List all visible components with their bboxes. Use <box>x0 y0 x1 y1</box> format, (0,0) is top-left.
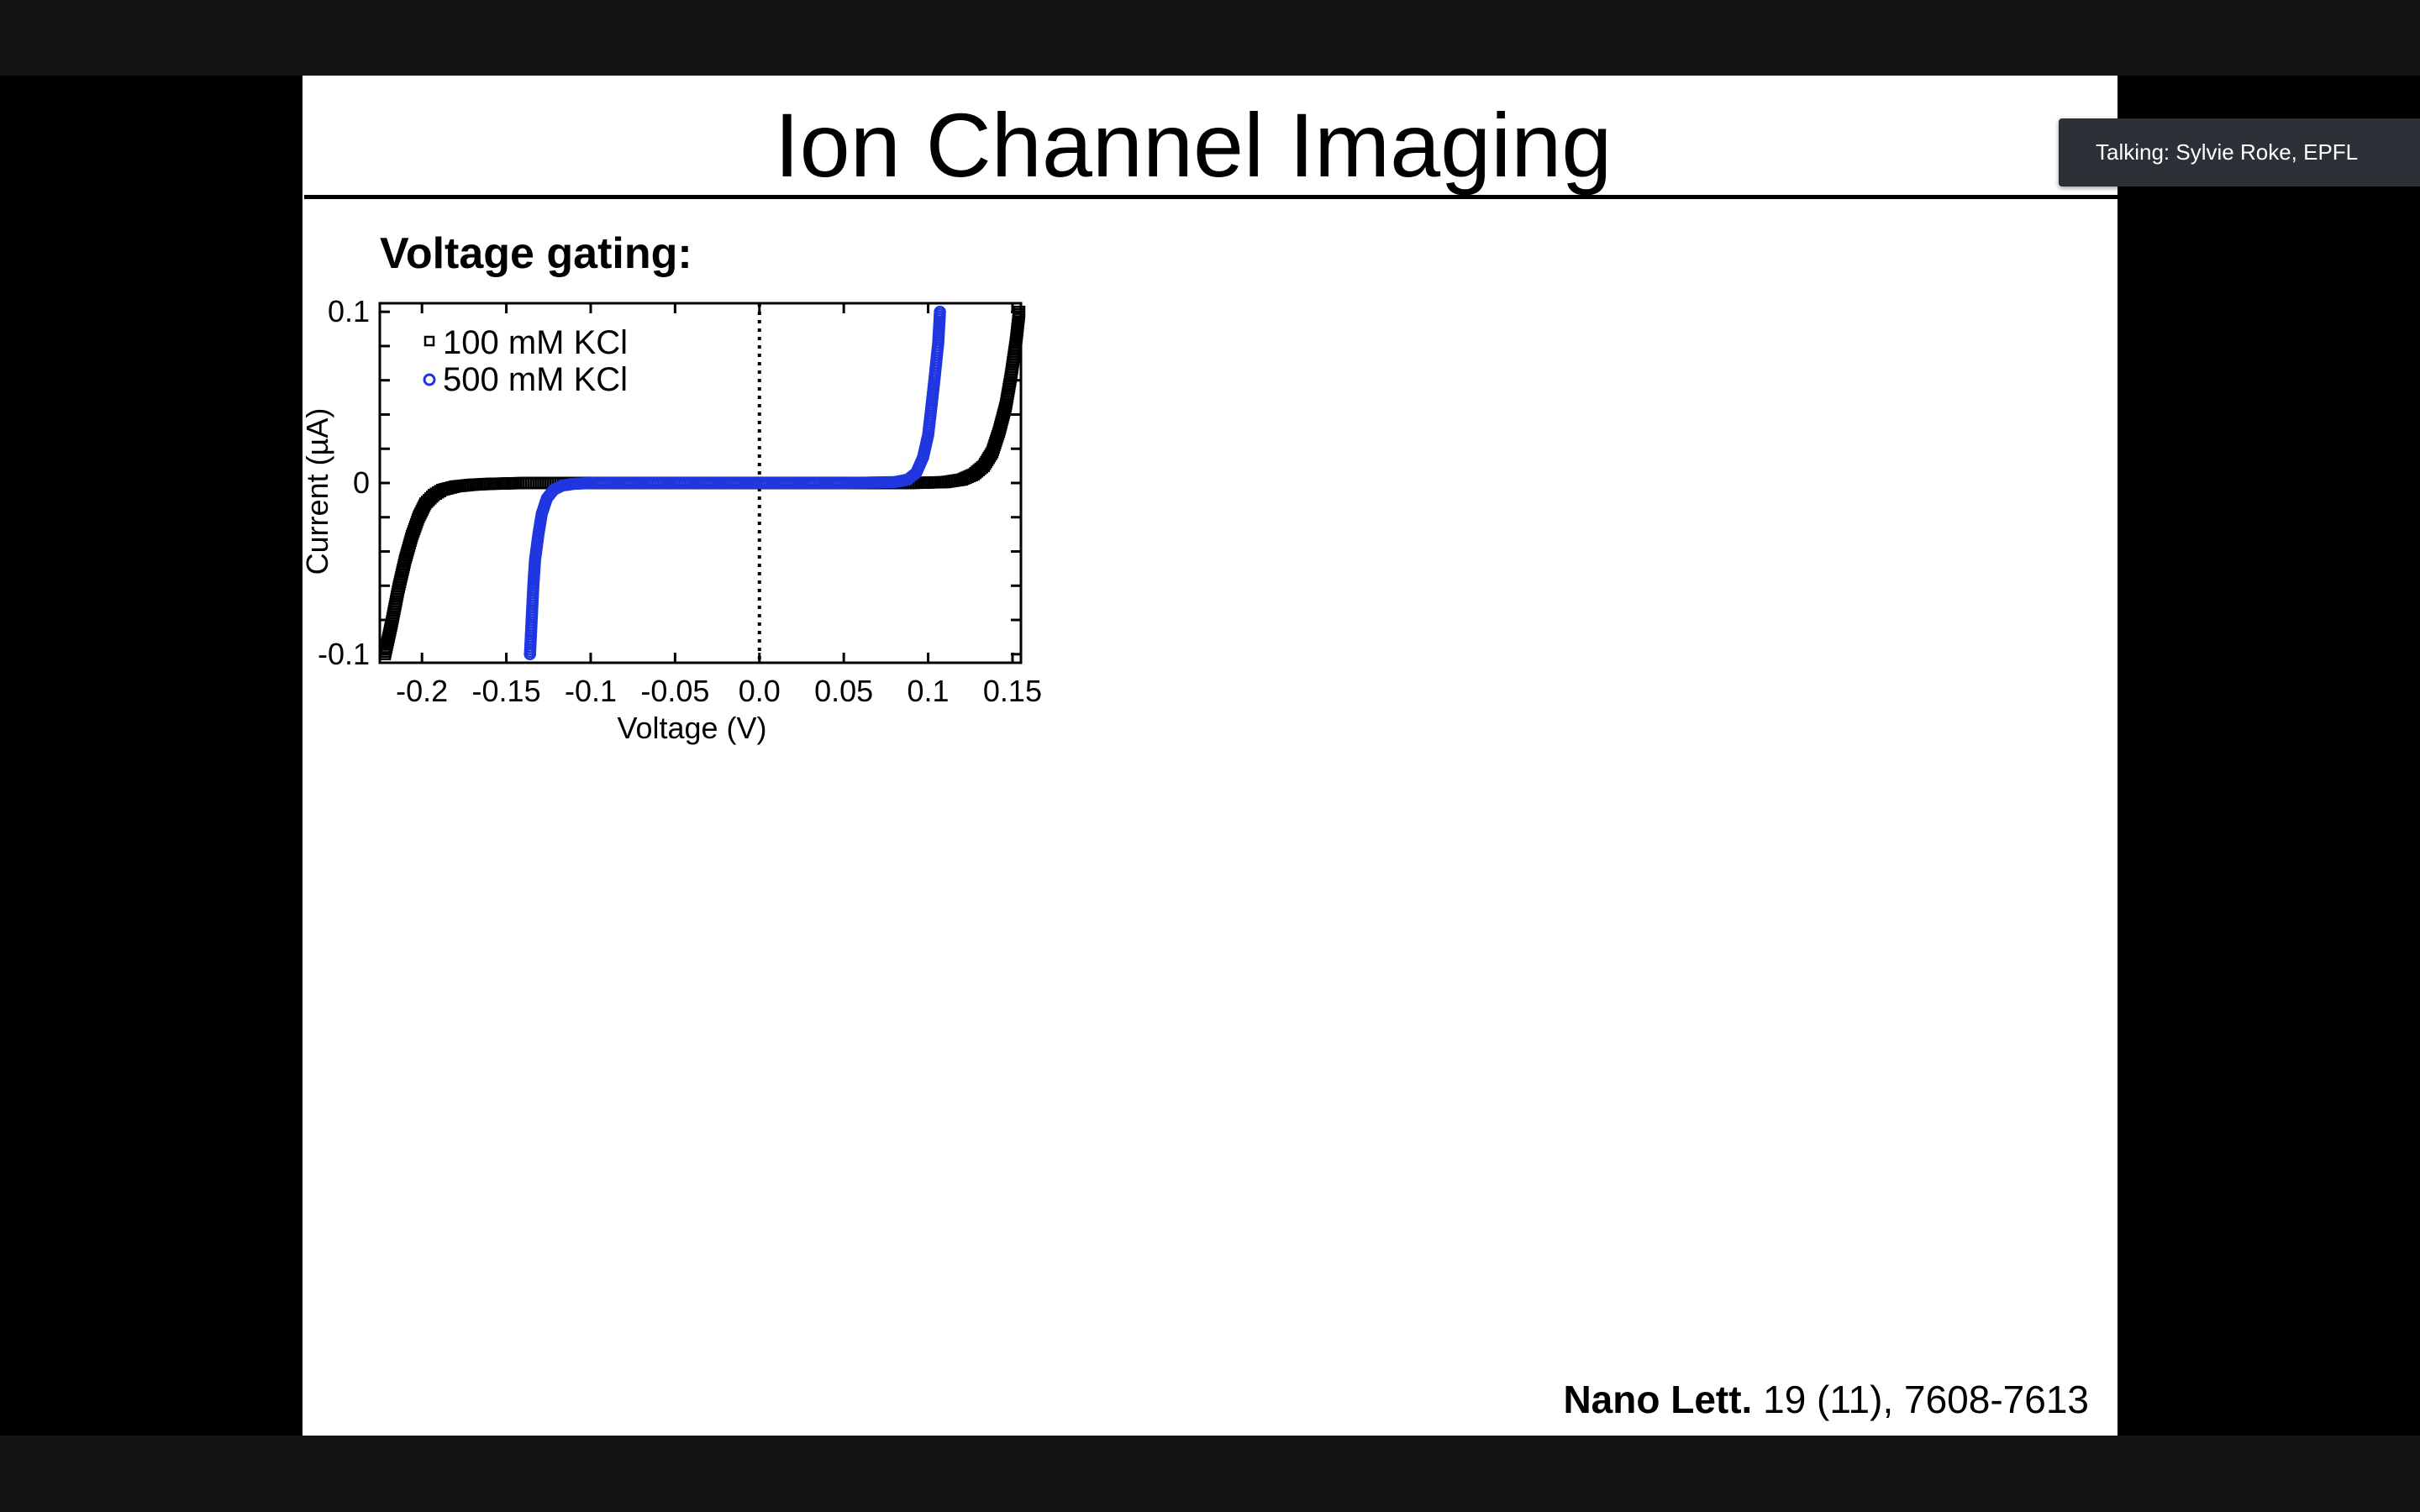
x-tick-label: 0.15 <box>983 674 1042 708</box>
iv-chart: -0.2 -0.15 -0.1 -0.05 0.0 0.05 0.1 0.15 -0.1 0 0.1… <box>302 294 1042 745</box>
x-tick-label: -0.2 <box>396 674 448 708</box>
tick-labels: -0.2 -0.15 -0.1 -0.05 0.0 0.05 0.1 0.15 -0.1 0 0.1 <box>318 294 1042 708</box>
meeting-top-bar <box>0 0 2420 76</box>
shared-slide: Ion Channel Imaging Voltage gating: -0.2… <box>302 76 2118 1436</box>
x-tick-label: 0.1 <box>908 674 950 708</box>
talking-indicator-text: Talking: Sylvie Roke, EPFL <box>2096 139 2359 165</box>
y-tick-label: 0.1 <box>328 294 370 328</box>
data-point <box>934 305 946 318</box>
citation: Nano Lett. 19 (11), 7608-7613 <box>1563 1376 2089 1423</box>
title-divider <box>304 195 2118 199</box>
x-tick-label: -0.15 <box>472 674 541 708</box>
y-axis-label: Current (µA) <box>302 408 334 575</box>
legend-marker-500mM <box>423 373 436 386</box>
series-1 <box>523 305 946 661</box>
y-tick-label: 0 <box>353 465 370 500</box>
meeting-bottom-bar <box>0 1436 2420 1512</box>
slide-title: Ion Channel Imaging <box>774 94 1612 196</box>
series-layer <box>378 305 1026 661</box>
legend-label-100mM: 100 mM KCl <box>443 324 628 361</box>
talking-indicator: Talking: Sylvie Roke, EPFL <box>2059 118 2420 186</box>
citation-journal: Nano Lett. <box>1563 1378 1753 1421</box>
section-heading: Voltage gating: <box>380 229 692 278</box>
x-axis-label: Voltage (V) <box>617 711 766 745</box>
x-tick-label: -0.05 <box>640 674 709 708</box>
x-tick-label: 0.05 <box>814 674 873 708</box>
data-point <box>1013 305 1026 318</box>
x-tick-label: 0.0 <box>739 674 781 708</box>
legend-label-500mM: 500 mM KCl <box>443 361 628 398</box>
citation-reference: 19 (11), 7608-7613 <box>1763 1378 2089 1421</box>
legend-marker-100mM <box>424 335 435 347</box>
y-tick-label: -0.1 <box>318 637 370 671</box>
chart-legend: 100 mM KCl 500 mM KCl <box>423 324 628 398</box>
x-tick-label: -0.1 <box>565 674 617 708</box>
